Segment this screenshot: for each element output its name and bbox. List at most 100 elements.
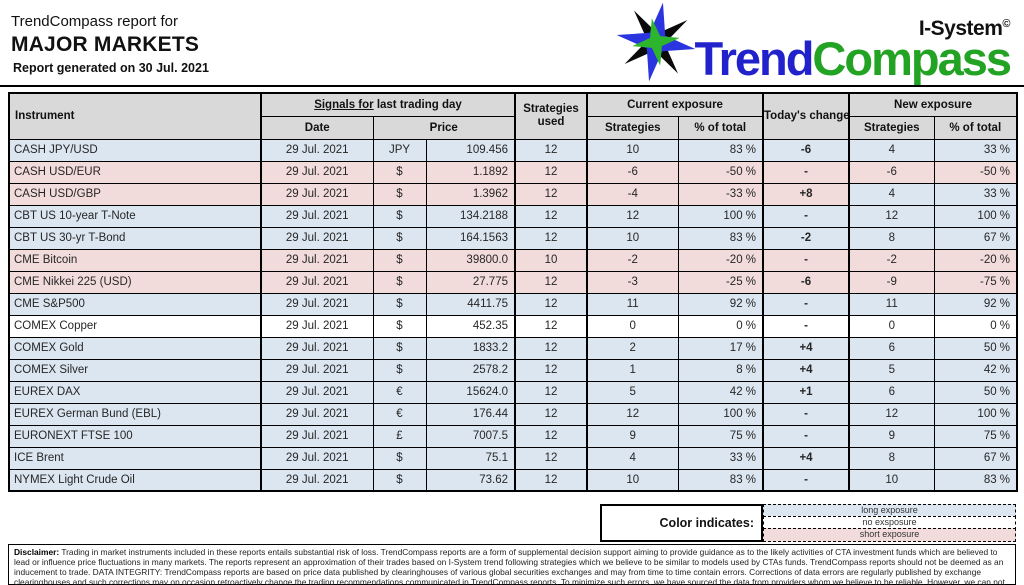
current-pct-cell: -50 % xyxy=(677,160,764,184)
strategies-used-cell: 12 xyxy=(514,270,588,294)
price-cell: 1833.2 xyxy=(425,336,516,360)
todays-change-cell: +1 xyxy=(762,380,850,404)
price-cell: 15624.0 xyxy=(425,380,516,404)
price-cell: 75.1 xyxy=(425,446,516,470)
price-cell: 27.775 xyxy=(425,270,516,294)
currency-cell: $ xyxy=(372,182,427,206)
current-strategies-cell: -2 xyxy=(586,248,679,272)
table-row: ICE Brent 29 Jul. 2021 $ 75.1 12 4 33 % … xyxy=(8,446,1018,470)
table-row: EUREX German Bund (EBL) 29 Jul. 2021 € 1… xyxy=(8,402,1018,426)
new-strategies-cell: -9 xyxy=(848,270,935,294)
current-pct-cell: 83 % xyxy=(677,226,764,250)
table-header: Instrument Signals for last trading day … xyxy=(8,92,1018,140)
header-divider-line xyxy=(0,85,1024,87)
current-strategies-cell: 5 xyxy=(586,380,679,404)
current-strategies-cell: 2 xyxy=(586,336,679,360)
strategies-used-cell: 12 xyxy=(514,182,588,206)
current-strategies-cell: 1 xyxy=(586,358,679,382)
legend-short-exposure: short exposure xyxy=(763,528,1016,542)
new-strategies-cell: 5 xyxy=(848,358,935,382)
currency-cell: $ xyxy=(372,468,427,492)
signal-date-cell: 29 Jul. 2021 xyxy=(260,446,374,470)
strategies-used-cell: 12 xyxy=(514,424,588,448)
signal-date-cell: 29 Jul. 2021 xyxy=(260,226,374,250)
signal-date-cell: 29 Jul. 2021 xyxy=(260,468,374,492)
current-pct-cell: -25 % xyxy=(677,270,764,294)
trendcompass-logo: I-System© TrendCompass xyxy=(608,2,1012,82)
table-row: CME Nikkei 225 (USD) 29 Jul. 2021 $ 27.7… xyxy=(8,270,1018,294)
instrument-cell: NYMEX Light Crude Oil xyxy=(8,468,262,492)
strategies-used-cell: 12 xyxy=(514,380,588,404)
todays-change-cell: - xyxy=(762,160,850,184)
current-pct-cell: 42 % xyxy=(677,380,764,404)
currency-cell: £ xyxy=(372,424,427,448)
logo-brand-name: TrendCompass xyxy=(694,35,1012,82)
todays-change-cell: - xyxy=(762,424,850,448)
table-row: CASH USD/GBP 29 Jul. 2021 $ 1.3962 12 -4… xyxy=(8,182,1018,206)
table-row: NYMEX Light Crude Oil 29 Jul. 2021 $ 73.… xyxy=(8,468,1018,492)
todays-change-cell: -2 xyxy=(762,226,850,250)
new-strategies-cell: 11 xyxy=(848,292,935,316)
price-cell: 134.2188 xyxy=(425,204,516,228)
new-pct-cell: 50 % xyxy=(933,380,1018,404)
currency-cell: $ xyxy=(372,314,427,338)
todays-change-cell: - xyxy=(762,204,850,228)
report-for-text: TrendCompass report for xyxy=(11,13,179,30)
price-cell: 4411.75 xyxy=(425,292,516,316)
todays-change-cell: - xyxy=(762,292,850,316)
new-pct-cell: 100 % xyxy=(933,204,1018,228)
new-pct-cell: -20 % xyxy=(933,248,1018,272)
new-pct-cell: 33 % xyxy=(933,138,1018,162)
new-pct-cell: 67 % xyxy=(933,446,1018,470)
signal-date-cell: 29 Jul. 2021 xyxy=(260,380,374,404)
signal-date-cell: 29 Jul. 2021 xyxy=(260,358,374,382)
instrument-cell: CBT US 30-yr T-Bond xyxy=(8,226,262,250)
new-pct-cell: -50 % xyxy=(933,160,1018,184)
price-cell: 73.62 xyxy=(425,468,516,492)
current-strategies-cell: 10 xyxy=(586,468,679,492)
current-strategies-cell: 4 xyxy=(586,446,679,470)
current-pct-cell: 100 % xyxy=(677,402,764,426)
table-row: CBT US 10-year T-Note 29 Jul. 2021 $ 134… xyxy=(8,204,1018,228)
new-strategies-cell: 8 xyxy=(848,446,935,470)
new-strategies-cell: -2 xyxy=(848,248,935,272)
new-pct-cell: 42 % xyxy=(933,358,1018,382)
currency-cell: $ xyxy=(372,292,427,316)
price-cell: 1.1892 xyxy=(425,160,516,184)
table-header-row-1: Instrument Signals for last trading day … xyxy=(8,92,1018,140)
price-cell: 1.3962 xyxy=(425,182,516,206)
table-row: CASH JPY/USD 29 Jul. 2021 JPY 109.456 12… xyxy=(8,138,1018,162)
price-cell: 452.35 xyxy=(425,314,516,338)
signal-date-cell: 29 Jul. 2021 xyxy=(260,336,374,360)
strategies-used-cell: 12 xyxy=(514,138,588,162)
todays-change-cell: - xyxy=(762,248,850,272)
todays-change-cell: +4 xyxy=(762,358,850,382)
currency-cell: $ xyxy=(372,446,427,470)
table-row: CME S&P500 29 Jul. 2021 $ 4411.75 12 11 … xyxy=(8,292,1018,316)
col-header-current-strategies: Strategies xyxy=(586,115,679,140)
instrument-cell: CASH JPY/USD xyxy=(8,138,262,162)
new-pct-cell: 67 % xyxy=(933,226,1018,250)
instrument-cell: COMEX Copper xyxy=(8,314,262,338)
new-strategies-cell: 0 xyxy=(848,314,935,338)
instrument-cell: COMEX Silver xyxy=(8,358,262,382)
new-strategies-cell: 6 xyxy=(848,336,935,360)
price-cell: 164.1563 xyxy=(425,226,516,250)
new-strategies-cell: 9 xyxy=(848,424,935,448)
instrument-cell: EUREX German Bund (EBL) xyxy=(8,402,262,426)
new-pct-cell: 83 % xyxy=(933,468,1018,492)
signal-date-cell: 29 Jul. 2021 xyxy=(260,424,374,448)
current-pct-cell: 83 % xyxy=(677,468,764,492)
strategies-used-cell: 12 xyxy=(514,358,588,382)
new-pct-cell: 92 % xyxy=(933,292,1018,316)
strategies-used-cell: 12 xyxy=(514,160,588,184)
price-cell: 109.456 xyxy=(425,138,516,162)
todays-change-cell: -6 xyxy=(762,138,850,162)
signal-date-cell: 29 Jul. 2021 xyxy=(260,138,374,162)
logo-text-block: I-System© TrendCompass xyxy=(694,18,1012,82)
currency-cell: $ xyxy=(372,336,427,360)
signal-date-cell: 29 Jul. 2021 xyxy=(260,292,374,316)
current-strategies-cell: 12 xyxy=(586,402,679,426)
todays-change-cell: - xyxy=(762,314,850,338)
current-strategies-cell: 10 xyxy=(586,226,679,250)
